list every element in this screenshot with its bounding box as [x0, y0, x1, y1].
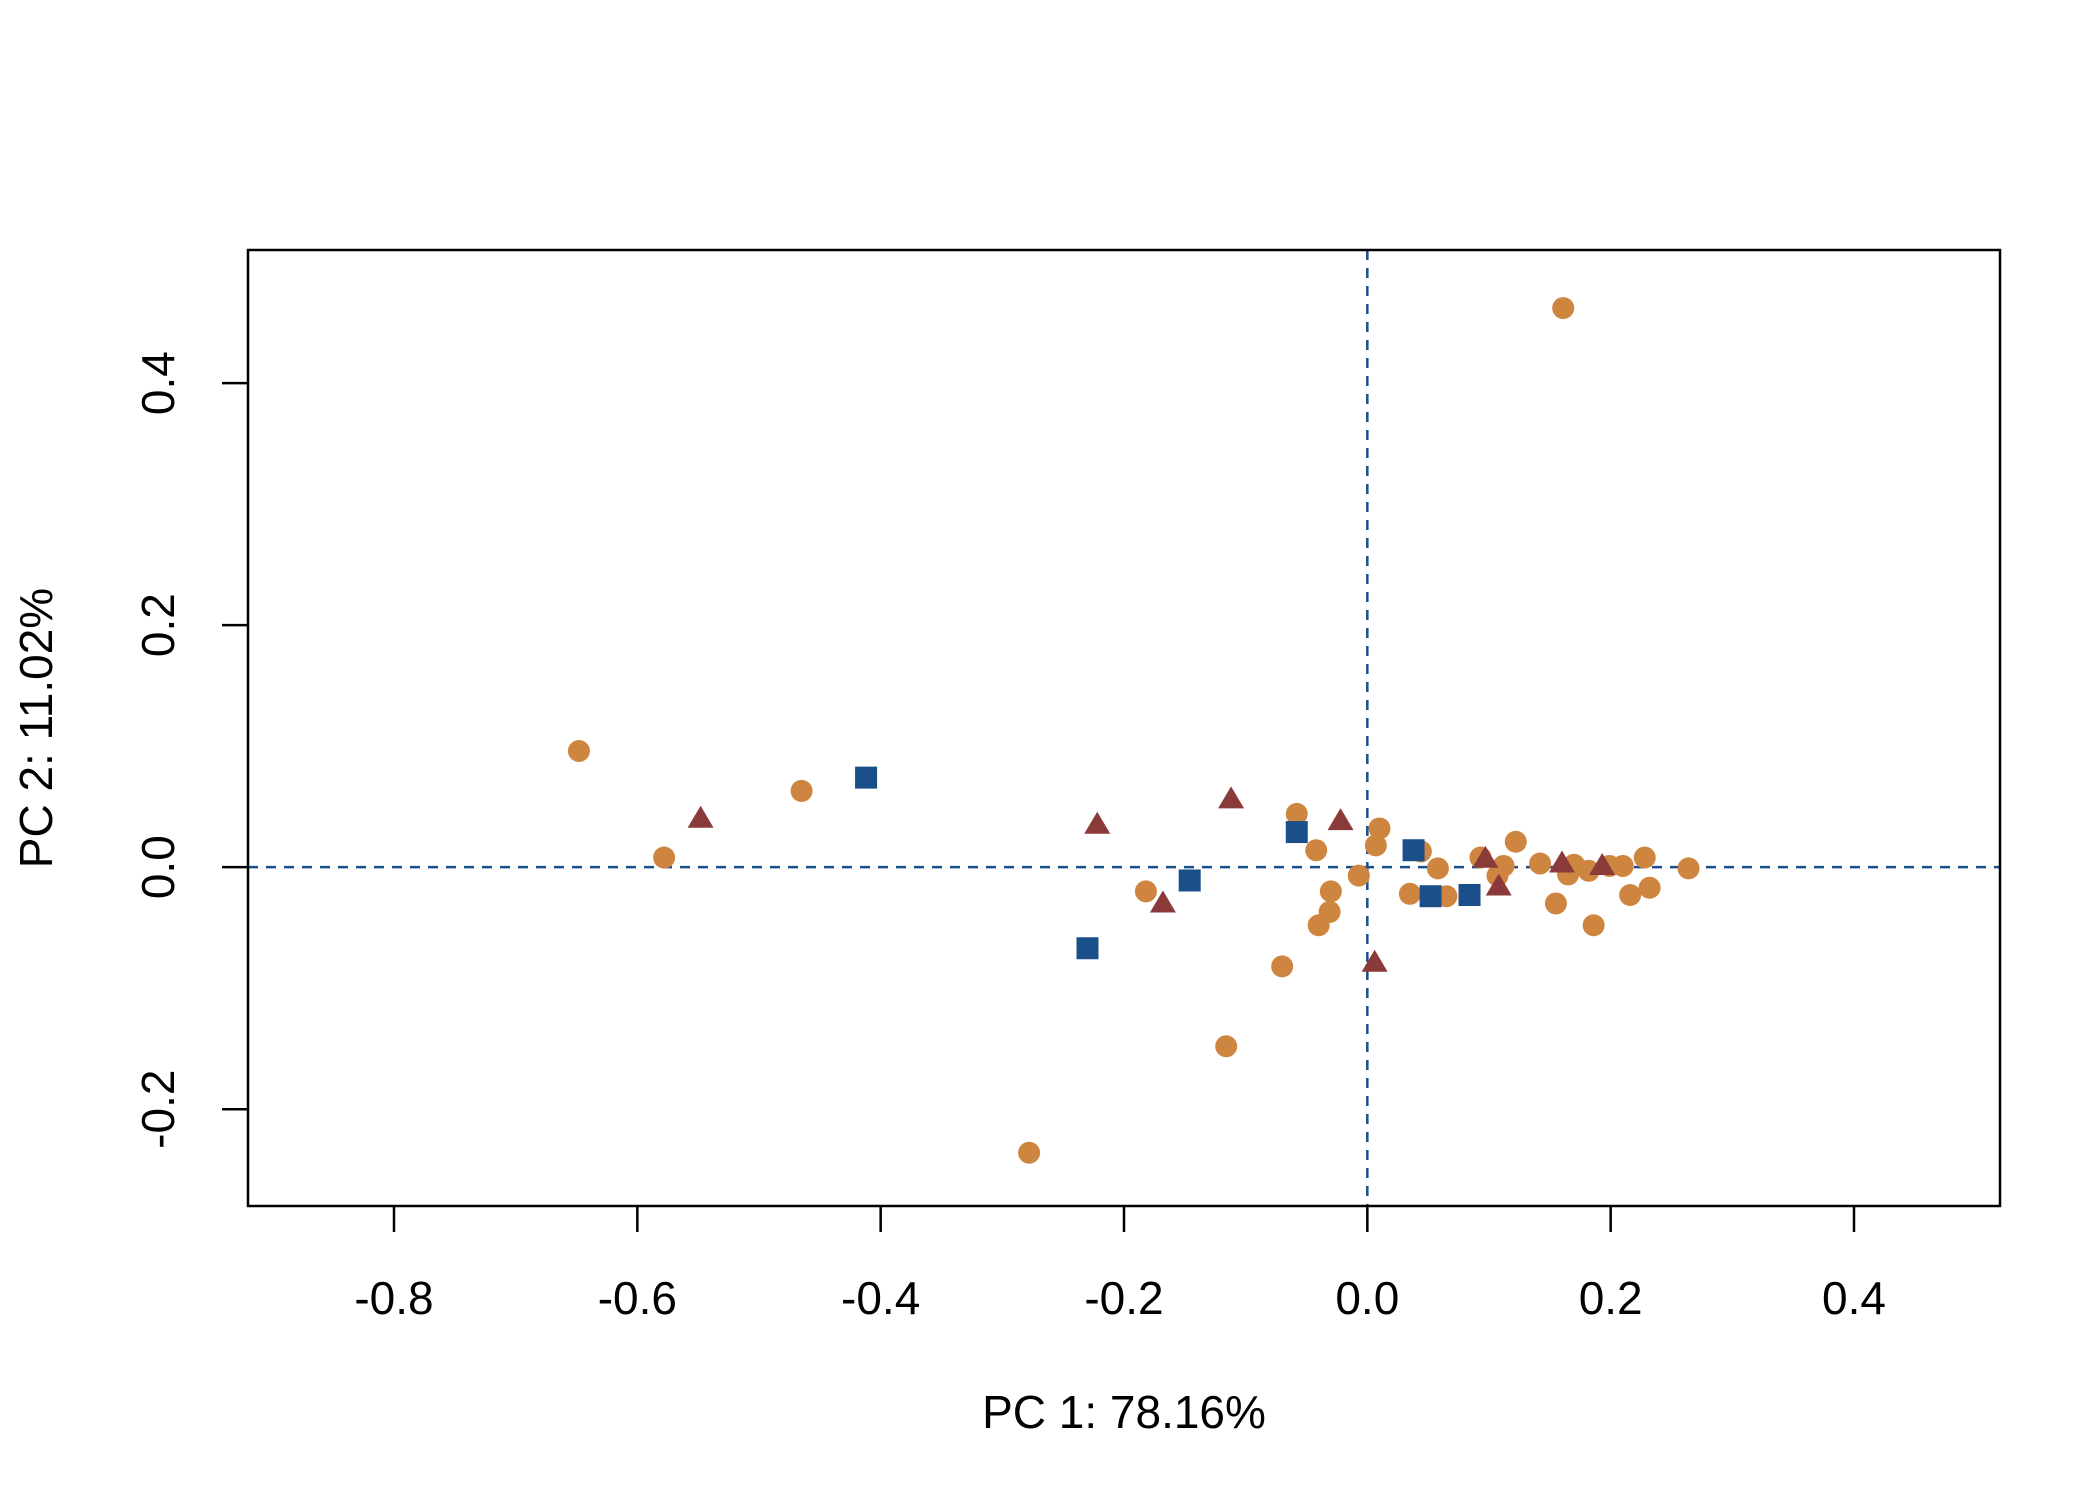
- group-circle-point: [1368, 817, 1391, 840]
- group-triangle-point: [1149, 890, 1176, 913]
- group-circle-point: [1492, 854, 1515, 877]
- reference-lines: [248, 250, 2000, 1206]
- y-tick-label: 0.2: [132, 593, 184, 657]
- x-tick-label: -0.8: [354, 1272, 433, 1324]
- data-points: [567, 297, 1700, 1164]
- group-circle-point: [1611, 854, 1634, 877]
- group-circle-point: [1426, 857, 1449, 880]
- group-circle-point: [1319, 880, 1342, 903]
- group-circle-point: [567, 739, 590, 762]
- group-circle-point: [1544, 892, 1567, 915]
- x-tick-label: 0.2: [1579, 1272, 1643, 1324]
- group-triangle-point: [1589, 852, 1616, 875]
- group-square-point: [855, 766, 878, 789]
- group-circle-point: [1271, 955, 1294, 978]
- group-triangle-point: [1218, 786, 1245, 809]
- group-circle-point: [1285, 802, 1308, 825]
- y-tick-label: 0.4: [132, 351, 184, 415]
- group-circle-point: [1318, 900, 1341, 923]
- group-triangle-point: [1485, 873, 1512, 896]
- group-triangle-point: [1361, 949, 1388, 972]
- group-circle-point: [1215, 1035, 1238, 1058]
- x-axis-ticks: -0.8 -0.6 -0.4 -0.2 0.0 0.2 0.4: [354, 1206, 1886, 1324]
- group-circle-point: [1504, 830, 1527, 853]
- group-triangle-point: [1084, 811, 1111, 834]
- group-circle-point: [1347, 864, 1370, 887]
- group-square-point: [1076, 937, 1099, 960]
- group-square-point: [1402, 839, 1425, 862]
- group-triangle-point: [687, 805, 714, 828]
- group-circle-point: [1619, 883, 1642, 906]
- group-circle-point: [1633, 846, 1656, 869]
- x-axis-label: PC 1: 78.16%: [982, 1386, 1266, 1438]
- x-tick-label: -0.6: [598, 1272, 677, 1324]
- group-circle-point: [1552, 297, 1575, 320]
- group-triangle-point: [1472, 845, 1499, 868]
- group-circle-point: [1364, 834, 1387, 857]
- group-circle-point: [1134, 880, 1157, 903]
- group-circle-point: [1638, 876, 1661, 899]
- group-square-point: [1458, 883, 1481, 906]
- group-square-point: [1285, 821, 1308, 844]
- y-axis-ticks: -0.2 0.0 0.2 0.4: [132, 351, 248, 1149]
- group-circle-point: [1582, 914, 1605, 937]
- group-circle-point: [790, 779, 813, 802]
- y-tick-label: 0.0: [132, 835, 184, 899]
- group-circle-point: [653, 846, 676, 869]
- group-circle-point: [1018, 1141, 1041, 1164]
- group-triangle-point: [1549, 850, 1575, 873]
- y-tick-label: -0.2: [132, 1070, 184, 1149]
- x-tick-label: -0.2: [1084, 1272, 1163, 1324]
- x-tick-label: 0.0: [1335, 1272, 1399, 1324]
- group-circle-point: [1398, 882, 1421, 905]
- group-circle-point: [1305, 839, 1328, 862]
- group-circle-point: [1529, 852, 1552, 875]
- group-circle-point: [1677, 857, 1700, 880]
- group-square-point: [1178, 869, 1201, 892]
- x-tick-label: 0.4: [1822, 1272, 1886, 1324]
- x-tick-label: -0.4: [841, 1272, 920, 1324]
- group-triangle-point: [1327, 808, 1354, 831]
- plot-frame: [246, 248, 2002, 1208]
- y-axis-label: PC 2: 11.02%: [10, 588, 62, 868]
- group-circle-point: [1577, 859, 1600, 882]
- group-square-point: [1419, 885, 1442, 908]
